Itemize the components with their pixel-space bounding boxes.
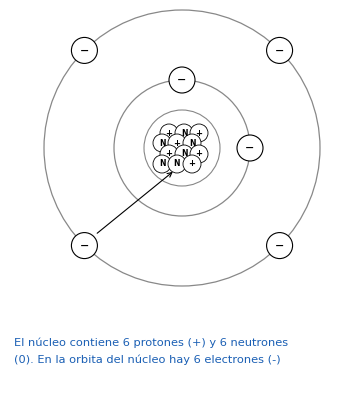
Text: N: N bbox=[174, 160, 180, 168]
Circle shape bbox=[175, 124, 193, 142]
Text: (0). En la orbita del núcleo hay 6 electrones (-): (0). En la orbita del núcleo hay 6 elect… bbox=[14, 355, 281, 365]
Text: −: − bbox=[80, 46, 89, 56]
Circle shape bbox=[153, 155, 171, 173]
Circle shape bbox=[183, 134, 201, 152]
Circle shape bbox=[175, 145, 193, 163]
Circle shape bbox=[160, 124, 178, 142]
Text: N: N bbox=[189, 138, 195, 148]
Text: −: − bbox=[80, 240, 89, 250]
Circle shape bbox=[190, 145, 208, 163]
Circle shape bbox=[169, 67, 195, 93]
Circle shape bbox=[266, 232, 293, 258]
Circle shape bbox=[266, 38, 293, 64]
Text: N: N bbox=[159, 160, 165, 168]
Text: −: − bbox=[275, 46, 284, 56]
Circle shape bbox=[183, 155, 201, 173]
Circle shape bbox=[71, 38, 98, 64]
Text: −: − bbox=[177, 75, 187, 85]
Circle shape bbox=[160, 145, 178, 163]
Text: El núcleo contiene 6 protones (+) y 6 neutrones: El núcleo contiene 6 protones (+) y 6 ne… bbox=[14, 338, 288, 348]
Text: +: + bbox=[195, 150, 202, 158]
Circle shape bbox=[153, 134, 171, 152]
Text: N: N bbox=[159, 138, 165, 148]
Text: +: + bbox=[195, 128, 202, 138]
Text: −: − bbox=[245, 143, 255, 153]
Text: +: + bbox=[166, 150, 173, 158]
Circle shape bbox=[190, 124, 208, 142]
Circle shape bbox=[168, 134, 186, 152]
Circle shape bbox=[71, 232, 98, 258]
Circle shape bbox=[237, 135, 263, 161]
Text: +: + bbox=[166, 128, 173, 138]
Text: N: N bbox=[181, 150, 187, 158]
Text: +: + bbox=[189, 160, 195, 168]
Text: N: N bbox=[181, 128, 187, 138]
Text: −: − bbox=[275, 240, 284, 250]
Text: +: + bbox=[174, 138, 181, 148]
Circle shape bbox=[168, 155, 186, 173]
